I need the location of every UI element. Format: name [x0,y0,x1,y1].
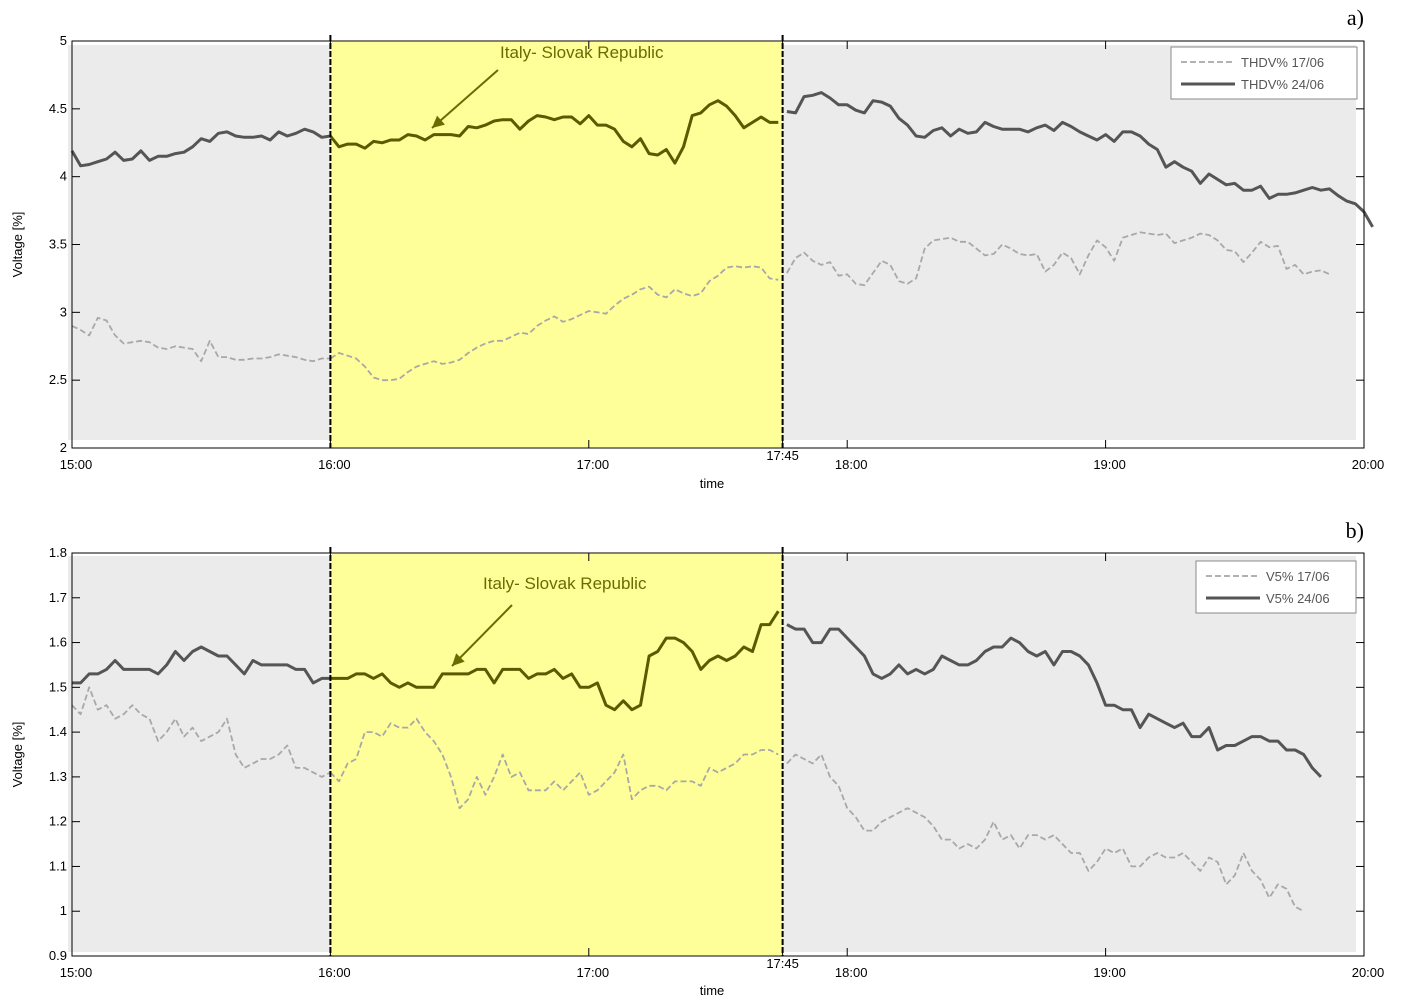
y-tick-label: 1.3 [49,769,67,784]
annotation-text: Italy- Slovak Republic [500,43,664,62]
highlight-region [330,554,783,955]
x-tick-label: 15:00 [60,965,93,980]
y-tick-label: 1 [60,903,67,918]
x-tick-label: 19:00 [1093,965,1126,980]
highlight-region [330,42,783,447]
x-tick-label: 20:00 [1352,965,1385,980]
legend-label: V5% 17/06 [1266,569,1330,584]
x-tick-label: 17:45 [766,956,799,971]
y-tick-label: 1.4 [49,724,67,739]
series-line-1-part-3 [786,231,1330,287]
series-line-1-part-3 [786,753,1305,912]
legend-label: THDV% 17/06 [1241,55,1324,70]
y-tick-label: 1.5 [49,679,67,694]
series-line-2-part-1 [72,645,331,685]
x-axis-label: time [700,476,725,491]
series-line-2-part-3 [786,623,1322,778]
legend-box [1170,46,1358,100]
series-line-2-part-1 [70,127,331,168]
y-tick-label: 1.8 [49,545,67,560]
annotation-arrowhead [432,115,445,128]
x-tick-label: 15:00 [60,457,93,472]
legend-box [1195,560,1357,614]
x-axis-label: time [700,983,725,998]
y-axis-label: Voltage [%] [10,722,25,788]
series-line-2-part-2 [329,99,779,165]
y-tick-label: 1.7 [49,590,67,605]
series-line-2-part-2 [330,610,780,712]
annotation-arrow [451,604,513,667]
x-tick-label: 17:00 [577,457,610,472]
y-tick-label: 0.9 [49,948,67,963]
panel-label: b) [1346,518,1364,543]
y-tick-label: 1.2 [49,814,67,829]
series-line-1-part-1 [71,316,331,363]
y-tick-label: 2 [60,440,67,455]
x-tick-label: 20:00 [1352,457,1385,472]
series-line-1-part-2 [329,717,779,810]
x-tick-label: 18:00 [835,965,868,980]
x-tick-label: 19:00 [1093,457,1126,472]
y-tick-label: 4 [60,169,67,184]
x-tick-label: 17:00 [577,965,610,980]
series-line-1-part-1 [71,686,331,778]
annotation-arrow [431,69,499,129]
y-tick-label: 3 [60,304,67,319]
annotation-text: Italy- Slovak Republic [483,574,647,593]
series-line-2-part-3 [786,91,1374,228]
axes-frame [71,552,1365,957]
y-tick-label: 3.5 [49,237,67,252]
y-tick-label: 1.1 [49,858,67,873]
panel-label: a) [1347,5,1364,30]
x-tick-label: 16:00 [318,457,351,472]
annotation-arrowhead [452,653,465,666]
chart-panel-b: 0.9 1 1.1 1.2 1.3 1.4 1.5 1.6 1.7 1.8 15:00 16:00 17… [10,518,1384,998]
legend-label: V5% 24/06 [1266,591,1330,606]
y-tick-label: 5 [60,33,67,48]
x-tick-label: 18:00 [835,457,868,472]
y-axis-label: Voltage [%] [10,212,25,278]
chart-panel-a: 2 2.5 3 3.5 4 4.5 5 15:00 16:00 17:00 17:45 18:00 19… [10,5,1384,491]
legend-label: THDV% 24/06 [1241,77,1324,92]
x-tick-label: 16:00 [318,965,351,980]
y-tick-label: 4.5 [49,101,67,116]
y-tick-label: 1.6 [49,635,67,650]
series-line-1-part-2 [329,265,779,382]
y-tick-label: 2.5 [49,372,67,387]
x-tick-label: 17:45 [766,448,799,463]
